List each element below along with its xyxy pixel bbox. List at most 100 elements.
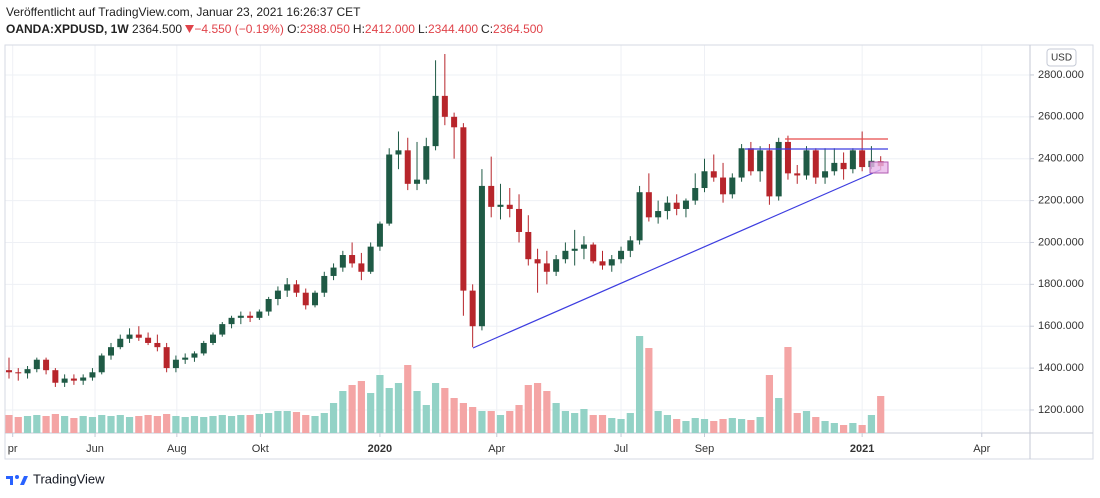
candle-body [664, 202, 671, 212]
candle-body [497, 204, 504, 207]
volume-bar [302, 415, 310, 433]
candle-body [237, 315, 244, 318]
volume-bar [710, 421, 718, 433]
volume-bar [42, 416, 50, 433]
volume-bar [728, 418, 736, 433]
volume-bar [877, 396, 885, 433]
volume-bar [70, 418, 78, 433]
candle-body [812, 150, 819, 178]
candle-body [747, 148, 754, 172]
volume-bar [255, 414, 263, 433]
volume-bar [144, 415, 152, 433]
candle-body [321, 275, 328, 293]
volume-bar [506, 411, 514, 433]
candle-body [312, 292, 319, 306]
volume-bar [385, 388, 393, 433]
volume-bar [830, 423, 838, 433]
candle-body [80, 377, 87, 381]
candle-body [274, 290, 281, 299]
candle-body [70, 378, 77, 381]
candle-body [210, 334, 217, 343]
candle-body [265, 298, 272, 312]
volume-bar [747, 420, 755, 433]
volume-bar [348, 385, 356, 433]
volume-bar [422, 405, 430, 433]
ohlc-label: H: [352, 22, 365, 36]
volume-bar [181, 417, 189, 433]
volume-bar [163, 414, 171, 433]
candle-body [645, 192, 652, 218]
candle-body [349, 255, 356, 264]
x-tick-label: Apr [973, 443, 990, 455]
candle-body [784, 141, 791, 174]
candle-body [145, 337, 152, 343]
volume-bar [339, 391, 347, 433]
candle-body [580, 244, 587, 249]
x-tick-label: 2020 [368, 443, 392, 455]
volume-bar [543, 391, 551, 433]
volume-bar [561, 411, 569, 433]
candle-body [191, 353, 198, 358]
symbol: OANDA:XPDUSD, 1W [6, 22, 129, 36]
currency-box [1046, 48, 1077, 67]
candle-body [163, 347, 170, 369]
candle-body [710, 171, 717, 178]
volume-bar [617, 419, 625, 433]
candle-body [126, 334, 133, 339]
candle-body [478, 185, 485, 327]
candle-body [395, 150, 402, 155]
candle-body [376, 223, 383, 247]
volume-bar [821, 421, 829, 433]
volume-bar [608, 418, 616, 433]
candle-body [794, 173, 801, 176]
candle-body [553, 259, 560, 272]
logo-icon [6, 476, 13, 485]
candle-body [618, 250, 625, 260]
candle-body [562, 250, 569, 260]
volume-bar [645, 348, 653, 433]
volume-bar [533, 383, 542, 433]
candle-body [682, 200, 689, 209]
candle-body [506, 204, 513, 209]
candle-body [849, 150, 856, 170]
candle-body [293, 284, 300, 293]
volume-bar [190, 416, 199, 433]
candle-body [414, 179, 421, 184]
volume-bar [737, 419, 746, 433]
y-tick-label: 2600.000 [1038, 111, 1084, 123]
candle-body [15, 372, 22, 374]
symbol-line: OANDA:XPDUSD, 1W 2364.500 −4.550 (−0.19%… [6, 22, 546, 36]
ohlc-value: 2364.500 [493, 22, 544, 36]
candle-body [822, 171, 829, 178]
candle-body [655, 211, 662, 218]
volume-bar [404, 365, 412, 433]
candle-body [460, 127, 467, 291]
volume-bar [478, 411, 486, 433]
candle-body [89, 372, 96, 378]
volume-bar [153, 416, 161, 433]
volume-bar [431, 383, 440, 433]
volume-bar [793, 413, 801, 433]
volume-bar [88, 417, 97, 433]
x-tick-label: Sep [695, 443, 715, 455]
last-price: 2364.500 [132, 22, 183, 36]
y-tick-label: 1400.000 [1038, 362, 1084, 374]
volume-bar [515, 405, 523, 433]
candle-body [441, 95, 448, 117]
candle-body [135, 334, 142, 338]
y-tick-label: 2000.000 [1038, 236, 1084, 248]
volume-bar [858, 425, 866, 433]
candle-body [692, 188, 699, 201]
x-tick-label: Okt [252, 443, 269, 455]
candle-body [775, 141, 782, 197]
candle-body [284, 284, 291, 291]
candle-body [701, 171, 708, 189]
logo-icon-dot [15, 475, 19, 479]
volume-bar [274, 411, 282, 433]
volume-bar [107, 416, 115, 433]
candle-body [423, 146, 430, 180]
volume-bar [765, 375, 774, 433]
candle-body [33, 359, 40, 370]
chart-frame [4, 44, 1094, 460]
candle-body [590, 244, 597, 262]
